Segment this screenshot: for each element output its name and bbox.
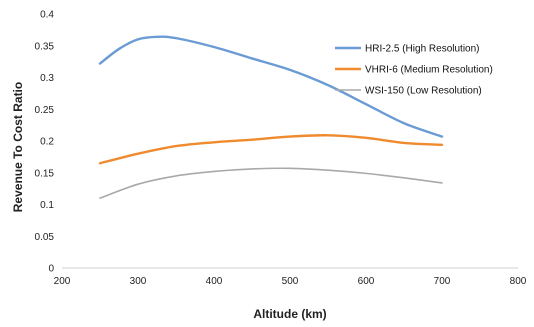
x-tick-label: 300 [130,276,147,287]
series-line-2 [98,134,444,165]
y-tick-label: 0.1 [40,200,54,211]
x-tick-label: 400 [206,276,223,287]
y-tick-label: 0.15 [35,168,55,179]
series-line-1 [98,35,444,138]
y-tick-label: 0.2 [40,137,54,148]
y-tick-label: 0.05 [35,232,55,243]
y-tick-label: 0.4 [40,10,54,21]
series-line-3 [99,167,443,199]
legend-label: HRI-2.5 (High Resolution) [365,44,480,55]
x-tick-label: 700 [434,276,451,287]
legend: HRI-2.5 (High Resolution) VHRI-6 (Medium … [335,44,493,97]
x-tick-label: 600 [358,276,375,287]
y-axis-title: Revenue To Cost Ratio [11,82,25,212]
x-tick-label: 800 [510,276,527,287]
y-tick-label: 0.3 [40,73,54,84]
legend-label: WSI-150 (Low Resolution) [365,86,482,97]
x-tick-label: 200 [54,276,71,287]
series-lines [98,35,444,199]
axes: 200 300 400 500 600 700 800 0 0.05 0.1 0.15 0.2 0.25… [35,10,527,288]
y-tick-label: 0.25 [35,105,55,116]
y-tick-label: 0 [48,264,54,275]
legend-label: VHRI-6 (Medium Resolution) [365,65,493,76]
x-axis-title: Altitude (km) [253,307,326,321]
x-tick-label: 500 [282,276,299,287]
y-tick-label: 0.35 [35,41,55,52]
